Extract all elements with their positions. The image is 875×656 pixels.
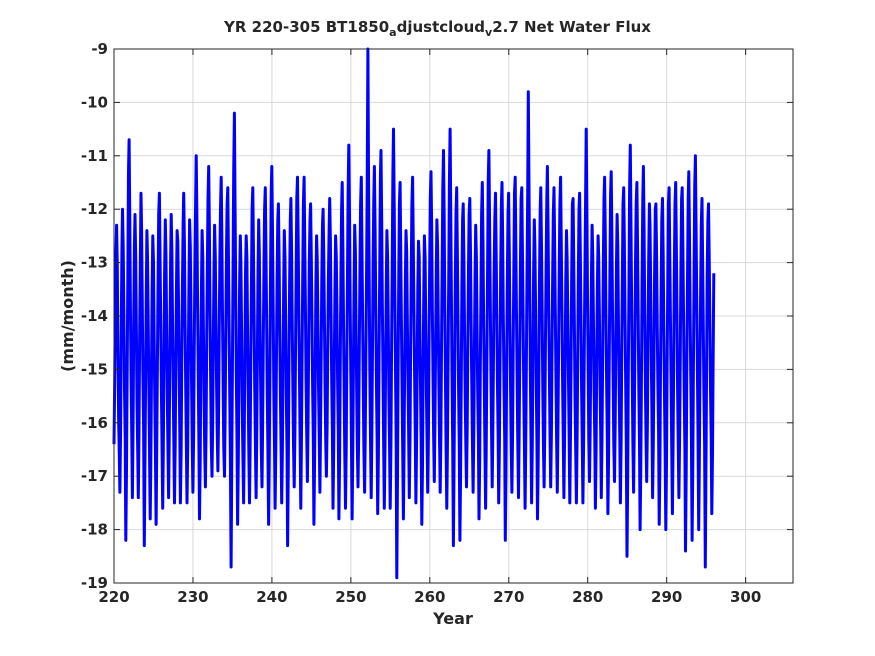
x-tick-label: 240 [256,588,287,606]
y-tick-label: -18 [81,521,108,539]
chart-title-sub-2: v [485,26,493,39]
x-tick-label: 250 [335,588,366,606]
x-tick-label: 280 [572,588,603,606]
x-tick-label: 300 [730,588,761,606]
x-tick-label: 230 [177,588,208,606]
y-axis-label: (mm/month) [58,260,77,372]
y-tick-label: -16 [81,414,108,432]
chart-title-sub-1: a [389,26,397,39]
x-tick-label: 270 [493,588,524,606]
chart-title-part-3: 2.7 Net Water Flux [492,18,651,36]
y-tick-label: -10 [81,93,108,111]
y-tick-label: -9 [91,40,108,58]
x-tick-label: 260 [414,588,445,606]
chart-title-part-1: YR 220-305 BT1850 [224,18,390,36]
x-tick-label: 290 [651,588,682,606]
data-line-layer [112,47,716,580]
y-tick-label: -13 [81,254,108,272]
x-tick-label: 220 [98,588,129,606]
y-tick-label: -17 [81,467,108,485]
chart-title: YR 220-305 BT1850adjustcloudv2.7 Net Wat… [0,18,875,39]
y-tick-label: -14 [81,307,108,325]
chart-title-part-2: djustcloud [396,18,486,36]
y-tick-label: -11 [81,147,108,165]
x-axis-label: Year [432,609,473,628]
ticks: 220 230 240 250 260 270 280 290 300 -9 -10 -11 -12 -1… [81,40,793,606]
y-tick-label: -15 [81,360,108,378]
y-tick-label: -12 [81,200,108,218]
y-tick-label: -19 [81,574,108,592]
series-line-1 [112,47,716,580]
